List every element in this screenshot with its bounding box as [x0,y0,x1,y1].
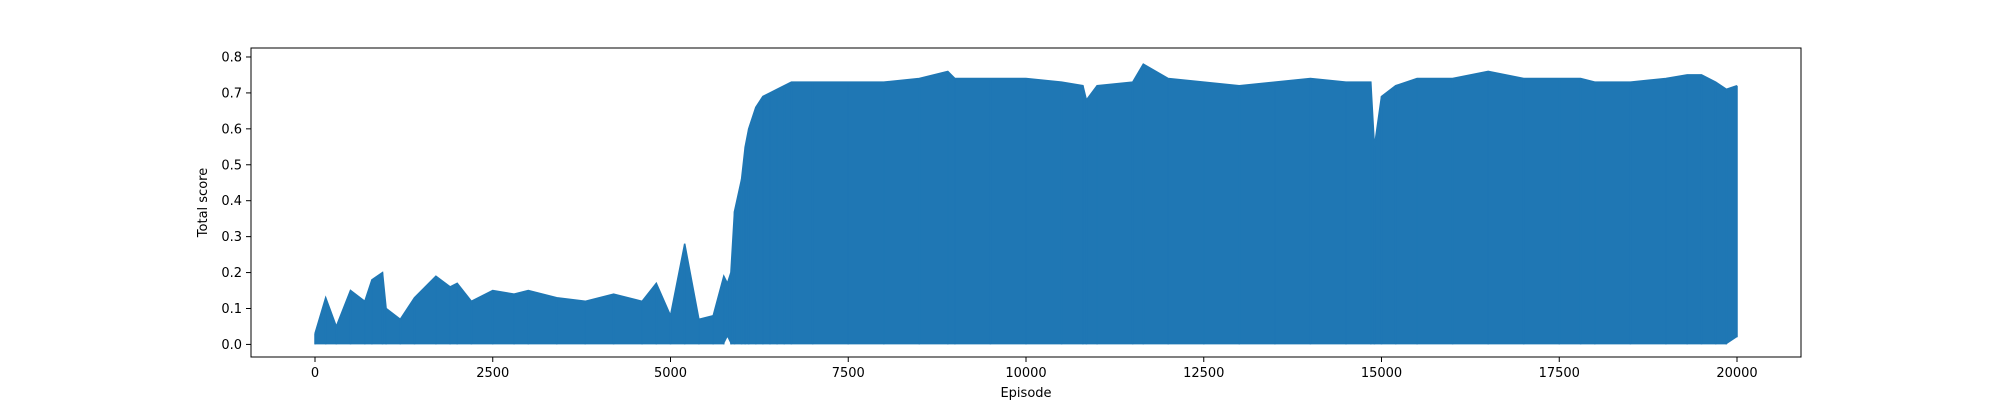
x-axis-label: Episode [1000,386,1051,400]
x-tick-label: 5000 [654,366,687,381]
x-tick-label: 15000 [1361,366,1402,381]
x-axis: 0 2500 5000 7500 10000 12500 15000 17500 20000 [311,357,1758,381]
x-tick-label: 7500 [832,366,865,381]
x-tick-label: 10000 [1005,366,1046,381]
y-tick-label: 0.1 [221,302,242,317]
x-tick-label: 2500 [476,366,509,381]
y-tick-label: 0.7 [221,86,242,101]
y-tick-label: 0.2 [221,266,242,281]
x-tick-label: 17500 [1539,366,1580,381]
y-tick-label: 0.3 [221,230,242,245]
y-tick-label: 0.0 [221,338,242,353]
plot-area [250,47,1802,358]
x-tick-label: 12500 [1183,366,1224,381]
y-tick-label: 0.8 [221,50,242,65]
y-axis: 0.0 0.1 0.2 0.3 0.4 0.5 0.6 0.7 0.8 [221,50,251,353]
x-tick-label: 20000 [1716,366,1757,381]
y-axis-label: Total score [196,168,211,238]
y-tick-label: 0.5 [221,158,242,173]
y-tick-label: 0.6 [221,122,242,137]
y-tick-label: 0.4 [221,194,242,209]
series-layer [314,63,1738,345]
x-tick-label: 0 [311,366,319,381]
